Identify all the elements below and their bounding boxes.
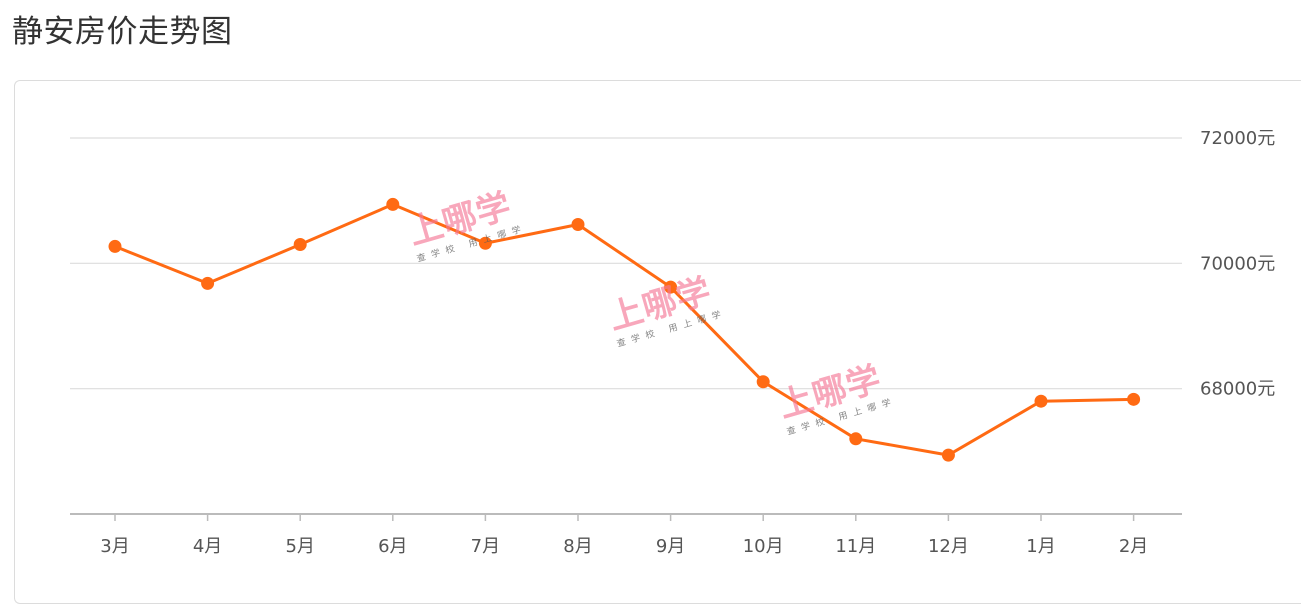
x-tick-label: 6月: [378, 536, 407, 557]
data-point: [941, 448, 955, 462]
series-line: [114, 202, 1134, 457]
data-point: [201, 276, 215, 290]
x-axis-tick-labels: 3月 4月 5月 6月 7月 8月 9月 10月 11月 12月 1月 2月: [100, 536, 1148, 557]
y-axis-tick-labels: 68000元 70000元 72000元: [1200, 128, 1275, 400]
data-point: [386, 197, 400, 211]
x-tick-label: 5月: [285, 536, 314, 557]
x-tick-label: 10月: [743, 536, 784, 557]
x-tick-label: 11月: [835, 536, 876, 557]
data-point: [571, 217, 585, 231]
chart-card: [14, 80, 1301, 604]
data-point: [108, 239, 122, 253]
data-point: [1127, 392, 1141, 406]
data-point: [664, 280, 678, 294]
data-point: [849, 432, 863, 446]
page-title: 静安房价走势图: [12, 14, 233, 50]
x-tick-label: 2月: [1119, 536, 1148, 557]
x-axis: [70, 513, 1182, 521]
y-tick-label: 68000元: [1200, 379, 1275, 400]
data-point: [293, 238, 307, 252]
y-tick-label: 72000元: [1200, 128, 1275, 149]
x-tick-label: 1月: [1026, 536, 1055, 557]
series-points: [108, 197, 1141, 462]
data-point: [478, 236, 492, 250]
grid-lines: [70, 137, 1182, 390]
x-tick-label: 8月: [563, 536, 592, 557]
x-tick-label: 9月: [656, 536, 685, 557]
data-point: [1034, 394, 1048, 408]
x-tick-label: 3月: [100, 536, 129, 557]
series-line-path: [114, 202, 1134, 457]
x-tick-label: 7月: [471, 536, 500, 557]
x-tick-label: 4月: [193, 536, 222, 557]
x-tick-label: 12月: [928, 536, 969, 557]
y-tick-label: 70000元: [1200, 253, 1275, 274]
data-point: [756, 375, 770, 389]
